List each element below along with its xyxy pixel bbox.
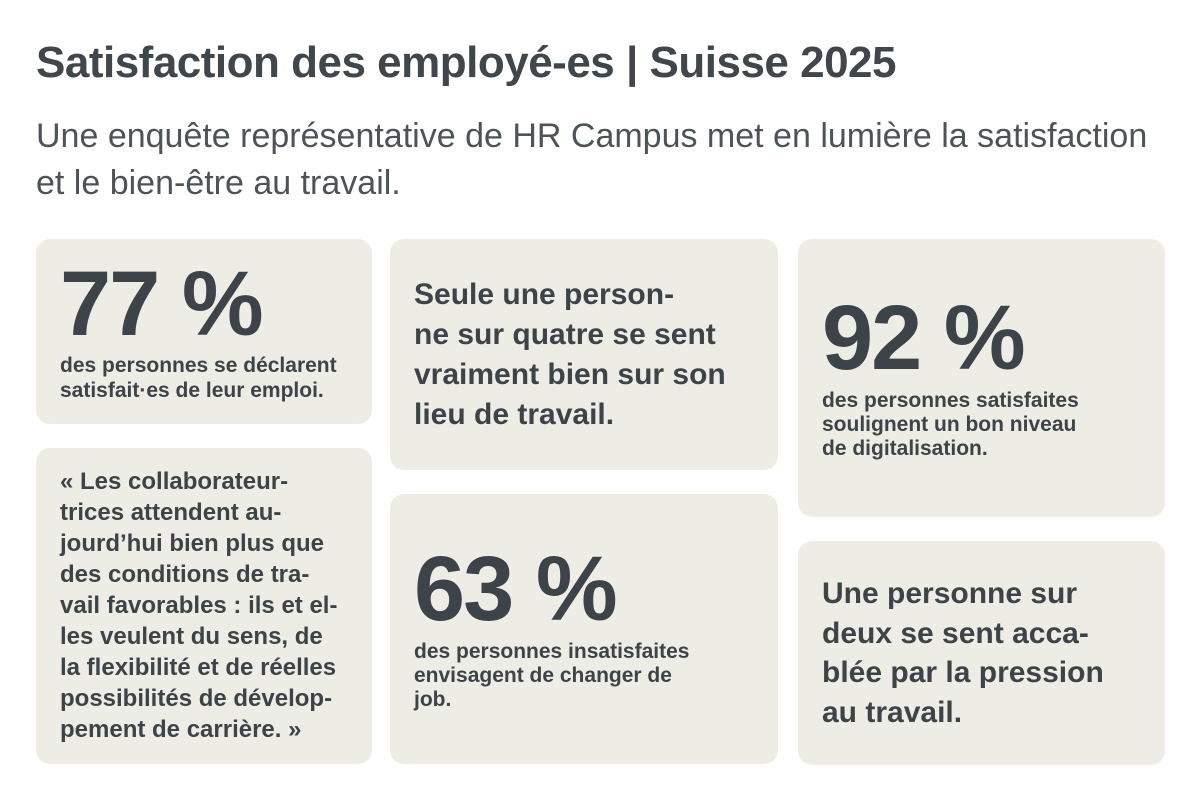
- text-card-pressure: Une personne sur deux se sent acca- blée…: [798, 541, 1165, 766]
- stat-card-satisfied: 77 % des personnes se déclarent satisfai…: [36, 239, 372, 425]
- grid-column-middle: Seule une person- ne sur quatre se sent …: [390, 239, 778, 765]
- stat-caption-satisfied: des personnes se déclarent satisfait·es …: [60, 354, 337, 402]
- stat-value-job-change: 63 %: [414, 538, 618, 641]
- pressure-text: Une personne sur deux se sent acca- blée…: [822, 576, 1104, 730]
- stat-caption-job-change: des personnes insatisfaites envisagent d…: [414, 639, 690, 712]
- grid-column-left: 77 % des personnes se déclarent satisfai…: [36, 239, 372, 765]
- wellbeing-text: Seule une person- ne sur quatre se sent …: [414, 278, 726, 431]
- stat-card-job-change: 63 % des personnes insatisfaites envisag…: [390, 494, 778, 765]
- stat-caption-digitalisation: des personnes satisfaites soulignent un …: [822, 388, 1079, 461]
- stat-value-satisfied: 77 %: [60, 252, 264, 355]
- stats-grid: 77 % des personnes se déclarent satisfai…: [36, 239, 1165, 766]
- page-title: Satisfaction des employé-es | Suisse 202…: [36, 38, 897, 87]
- grid-column-right: 92 % des personnes satisfaites soulignen…: [798, 239, 1165, 766]
- stat-card-digitalisation: 92 % des personnes satisfaites soulignen…: [798, 239, 1165, 518]
- page-subtitle: Une enquête représentative de HR Campus …: [36, 116, 1148, 202]
- quote-card: « Les collaborateur- trices attendent au…: [36, 448, 372, 765]
- stat-value-digitalisation: 92 %: [822, 287, 1026, 390]
- quote-text: « Les collaborateur- trices attendent au…: [60, 468, 338, 743]
- text-card-wellbeing: Seule une person- ne sur quatre se sent …: [390, 239, 778, 471]
